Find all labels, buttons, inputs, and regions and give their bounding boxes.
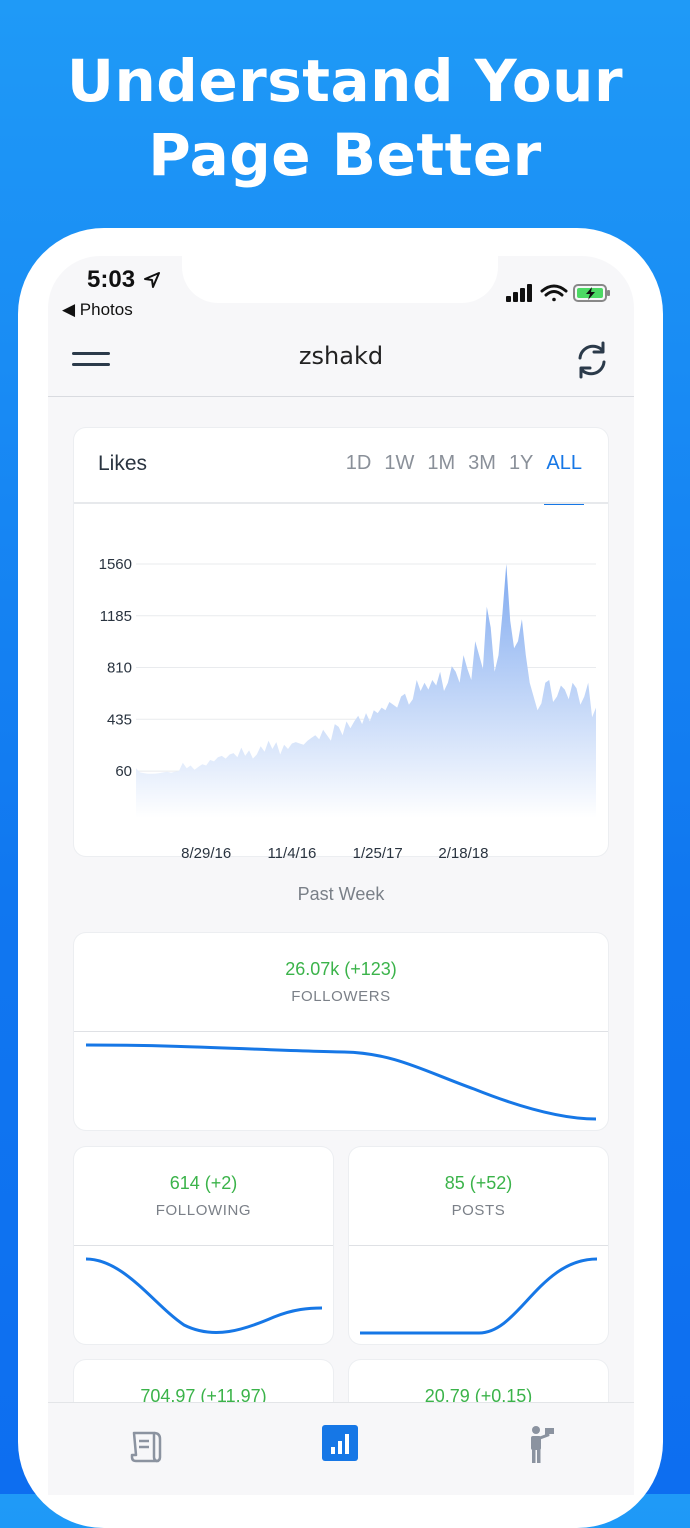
followers-card: 26.07k (+123) FOLLOWERS <box>74 933 608 1130</box>
following-card: 614 (+2) FOLLOWING <box>74 1147 333 1344</box>
navbar: zshakd <box>48 320 634 397</box>
headline-line-1: Understand Your <box>66 47 624 115</box>
likes-chart: 1560 1185 810 435 60 8/29/16 11/4/16 1/25/17 2/1… <box>99 556 596 862</box>
range-3m[interactable]: 3M <box>468 452 496 474</box>
following-sparkline <box>85 1257 323 1334</box>
location-arrow-icon <box>144 272 160 288</box>
wifi-icon <box>540 284 568 302</box>
stat5-value: 20.79 (+0.15) <box>424 1386 533 1406</box>
status-indicators <box>506 284 610 302</box>
person-flag-icon[interactable] <box>522 1425 562 1465</box>
x-tick-label: 8/29/16 <box>181 845 231 862</box>
posts-divider <box>349 1245 608 1246</box>
y-tick-label: 810 <box>107 660 132 677</box>
report-icon[interactable] <box>126 1425 166 1465</box>
range-1m[interactable]: 1M <box>427 452 456 474</box>
tab-bar <box>48 1402 634 1495</box>
range-selector: 1D 1W 1M 3M 1Y ALL <box>333 452 584 505</box>
range-all[interactable]: ALL <box>544 452 584 505</box>
x-tick-label: 2/18/18 <box>438 845 488 862</box>
phone-notch <box>182 256 498 303</box>
range-1y[interactable]: 1Y <box>508 452 534 474</box>
battery-icon <box>573 284 610 302</box>
posts-value: 85 (+52) <box>444 1173 513 1193</box>
posts-sparkline <box>360 1257 598 1335</box>
y-tick-label: 1560 <box>99 556 132 573</box>
y-tick-label: 435 <box>107 711 132 728</box>
chart-divider <box>74 502 608 504</box>
following-divider <box>74 1245 333 1246</box>
page-title: zshakd <box>298 342 384 370</box>
refresh-icon[interactable] <box>572 340 612 380</box>
likes-chart-card: Likes 1D 1W 1M 3M 1Y ALL 1560 1185 810 435 6… <box>74 428 608 862</box>
y-tick-label: 60 <box>115 763 132 780</box>
chart-title: Likes <box>98 452 148 475</box>
likes-area-series <box>136 564 596 818</box>
x-tick-label: 1/25/17 <box>353 845 403 862</box>
following-value: 614 (+2) <box>169 1173 238 1193</box>
past-week-label: Past Week <box>297 884 385 904</box>
menu-icon[interactable] <box>72 350 112 370</box>
headline: Understand Your Page Better <box>0 44 690 192</box>
analytics-icon[interactable] <box>322 1425 360 1463</box>
followers-label: FOLLOWERS <box>291 988 391 1005</box>
status-time: 5:03 <box>87 266 136 293</box>
signal-icon <box>506 284 532 302</box>
posts-label: POSTS <box>451 1202 506 1219</box>
back-to-photos-link[interactable]: ◀ Photos <box>62 300 133 319</box>
stat4-value: 704.97 (+11.97) <box>140 1386 267 1406</box>
followers-divider <box>74 1031 608 1032</box>
followers-sparkline <box>85 1043 597 1121</box>
y-tick-label: 1185 <box>100 608 132 625</box>
range-1w[interactable]: 1W <box>384 452 415 474</box>
following-label: FOLLOWING <box>155 1202 252 1219</box>
x-tick-label: 11/4/16 <box>267 845 316 862</box>
headline-line-2: Page Better <box>148 121 542 189</box>
range-1d[interactable]: 1D <box>345 452 372 474</box>
posts-card: 85 (+52) POSTS <box>349 1147 608 1344</box>
followers-value: 26.07k (+123) <box>285 959 397 979</box>
